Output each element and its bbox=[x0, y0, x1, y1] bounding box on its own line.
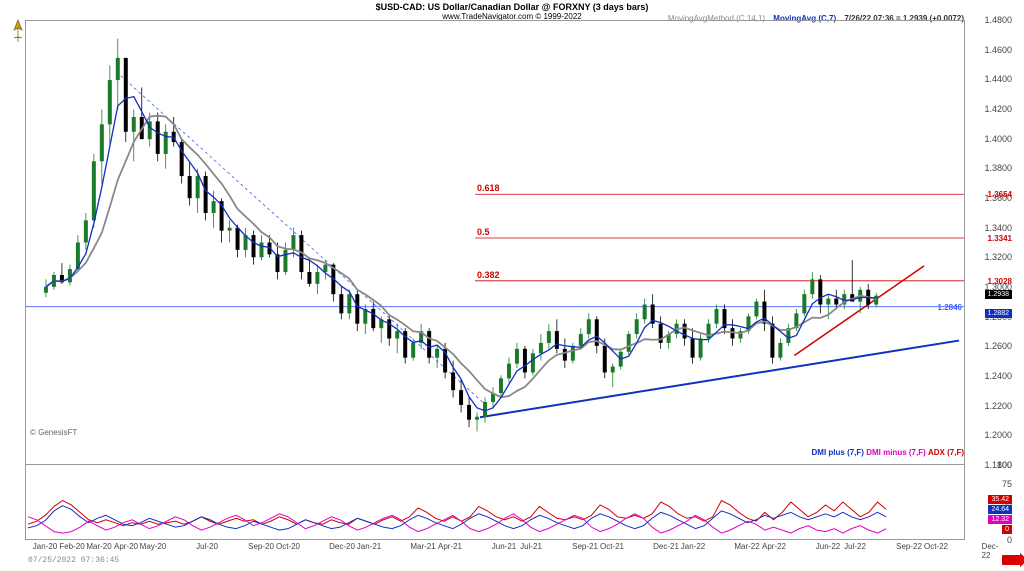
y-tick-label: 1.2200 bbox=[984, 401, 1012, 411]
y-tick-label: 1.3400 bbox=[984, 223, 1012, 233]
x-tick-label: Mar-20 bbox=[86, 542, 111, 551]
indicator-value-box: 0 bbox=[1002, 525, 1012, 534]
indicator-chart-svg bbox=[26, 465, 964, 539]
horizontal-price-label: 1.2846 bbox=[938, 303, 962, 312]
indicator-chart-panel[interactable] bbox=[25, 465, 965, 540]
y-tick-label: 1.2600 bbox=[984, 341, 1012, 351]
x-tick-label: Oct-20 bbox=[276, 542, 300, 551]
time-x-axis: Jan-20Feb-20Mar-20Apr-20May-20 Jul-20 Sep-… bbox=[25, 542, 965, 554]
x-tick-label: Jun-22 bbox=[816, 542, 840, 551]
x-tick-label: Dec-21 bbox=[653, 542, 679, 551]
x-tick-label: Oct-22 bbox=[924, 542, 948, 551]
x-tick-label: Apr-20 bbox=[114, 542, 138, 551]
timestamp-text: 07/25/2022 07:36:45 bbox=[28, 556, 119, 565]
legend-adx: ADX (7,F) bbox=[928, 448, 964, 457]
y-tick-label: 100 bbox=[997, 460, 1012, 470]
x-tick-label: Mar-22 bbox=[734, 542, 759, 551]
x-tick-label: May-20 bbox=[140, 542, 167, 551]
price-chart-panel[interactable]: 0.618 0.5 0.382 bbox=[25, 20, 965, 465]
fib-price-label: 1.3654 bbox=[988, 190, 1012, 199]
x-tick-label: Jan-21 bbox=[357, 542, 381, 551]
x-tick-label: Jul-21 bbox=[520, 542, 542, 551]
y-tick-label: 1.4800 bbox=[984, 15, 1012, 25]
indicator-legend-sub: DMI plus (7,F) DMI minus (7,F) ADX (7,F) bbox=[812, 448, 964, 457]
y-tick-label: 1.3800 bbox=[984, 163, 1012, 173]
indicator-value-box: 12.32 bbox=[988, 515, 1012, 524]
y-tick-label: 75 bbox=[1002, 479, 1012, 489]
fib-price-label: 1.3341 bbox=[988, 234, 1012, 243]
y-tick-label: 0 bbox=[1007, 535, 1012, 545]
x-tick-label: Jul-20 bbox=[196, 542, 218, 551]
indicator-value-box: 24.64 bbox=[988, 505, 1012, 514]
x-tick-label: Jan-20 bbox=[33, 542, 57, 551]
x-tick-label: Dec-20 bbox=[329, 542, 355, 551]
legend-dmi-plus: DMI plus (7,F) bbox=[812, 448, 864, 457]
svg-text:0.382: 0.382 bbox=[477, 270, 499, 280]
y-tick-label: 1.4200 bbox=[984, 104, 1012, 114]
scroll-right-arrow[interactable] bbox=[1002, 555, 1020, 565]
svg-text:0.618: 0.618 bbox=[477, 183, 499, 193]
x-tick-label: Apr-21 bbox=[438, 542, 462, 551]
x-tick-label: Feb-20 bbox=[59, 542, 84, 551]
x-tick-label: Apr-22 bbox=[762, 542, 786, 551]
y-tick-label: 1.3200 bbox=[984, 252, 1012, 262]
y-tick-label: 1.4400 bbox=[984, 74, 1012, 84]
y-tick-label: 1.2400 bbox=[984, 371, 1012, 381]
x-tick-label: Oct-21 bbox=[600, 542, 624, 551]
y-tick-label: 1.2000 bbox=[984, 430, 1012, 440]
x-tick-label: Jul-22 bbox=[844, 542, 866, 551]
price-chart-svg: 0.618 0.5 0.382 bbox=[26, 21, 964, 464]
x-tick-label: Mar-21 bbox=[410, 542, 435, 551]
chart-title: $USD-CAD: US Dollar/Canadian Dollar @ FO… bbox=[2, 2, 1022, 12]
x-tick-label: Sep-22 bbox=[896, 542, 922, 551]
x-tick-label: Dec-22 bbox=[982, 542, 999, 560]
last-price-box: 1.2938 bbox=[985, 290, 1012, 299]
y-tick-label: 1.4000 bbox=[984, 134, 1012, 144]
credit-text: © GenesisFT bbox=[30, 428, 77, 437]
y-tick-label: 1.4600 bbox=[984, 45, 1012, 55]
indicator-value-box: 35.42 bbox=[988, 495, 1012, 504]
x-tick-label: Sep-20 bbox=[248, 542, 274, 551]
fib-price-label: 1.3028 bbox=[988, 277, 1012, 286]
x-tick-label: Sep-21 bbox=[572, 542, 598, 551]
legend-dmi-minus: DMI minus (7,F) bbox=[866, 448, 926, 457]
x-tick-label: Jan-22 bbox=[681, 542, 705, 551]
ma-price-box: 1.2882 bbox=[985, 309, 1012, 318]
x-tick-label: Jun-21 bbox=[492, 542, 516, 551]
svg-text:0.5: 0.5 bbox=[477, 227, 489, 237]
